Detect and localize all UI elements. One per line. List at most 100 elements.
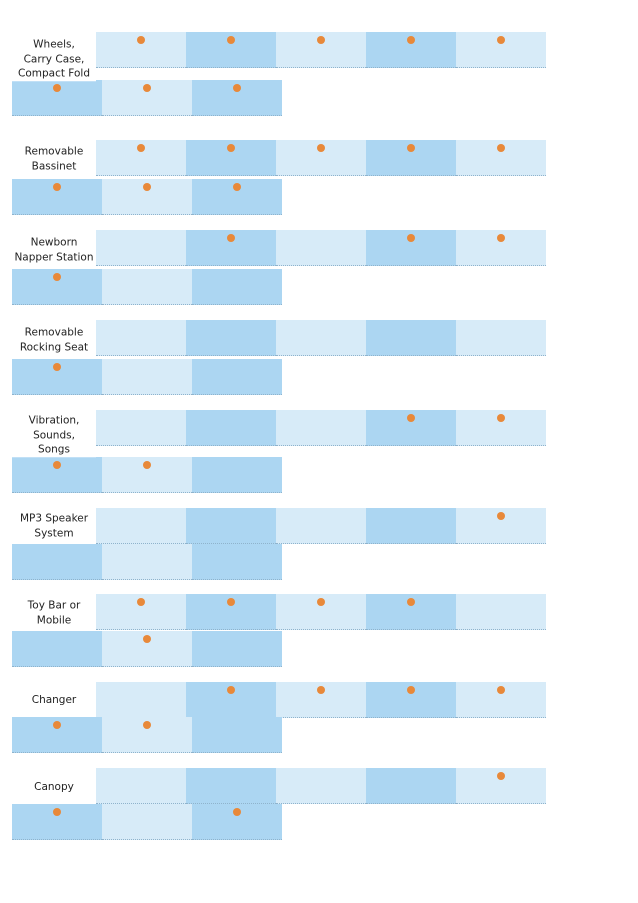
- grid-cell: [186, 508, 276, 544]
- feature-included-marker: [227, 144, 235, 152]
- grid-cell: [366, 410, 456, 446]
- feature-band-bottom: [12, 717, 282, 753]
- feature-band-top: [96, 140, 546, 176]
- feature-label: MP3 Speaker System: [12, 511, 96, 541]
- grid-cell: [456, 32, 546, 68]
- grid-cell: [192, 717, 282, 753]
- feature-label: Removable Rocking Seat: [12, 325, 96, 355]
- grid-cell: [276, 682, 366, 718]
- grid-cell: [12, 717, 102, 753]
- grid-cell: [96, 508, 186, 544]
- feature-band-bottom: [12, 804, 282, 840]
- feature-included-marker: [407, 414, 415, 422]
- feature-included-marker: [407, 686, 415, 694]
- grid-cell: [102, 804, 192, 840]
- feature-included-marker: [143, 721, 151, 729]
- grid-cell: [96, 682, 186, 718]
- feature-band-bottom: [12, 179, 282, 215]
- grid-cell: [456, 230, 546, 266]
- grid-cell: [12, 457, 102, 493]
- grid-cell: [186, 682, 276, 718]
- feature-included-marker: [53, 273, 61, 281]
- feature-included-marker: [497, 234, 505, 242]
- feature-band-top: [96, 32, 546, 68]
- grid-cell: [102, 80, 192, 116]
- feature-included-marker: [407, 598, 415, 606]
- feature-band-top: [96, 508, 546, 544]
- feature-included-marker: [53, 808, 61, 816]
- grid-cell: [96, 230, 186, 266]
- grid-cell: [192, 631, 282, 667]
- feature-band-top: [96, 320, 546, 356]
- grid-cell: [366, 230, 456, 266]
- grid-cell: [96, 320, 186, 356]
- grid-cell: [96, 140, 186, 176]
- grid-cell: [366, 508, 456, 544]
- grid-cell: [276, 410, 366, 446]
- feature-included-marker: [407, 234, 415, 242]
- feature-included-marker: [53, 363, 61, 371]
- feature-included-marker: [497, 144, 505, 152]
- grid-cell: [456, 410, 546, 446]
- feature-band-bottom: [12, 457, 282, 493]
- feature-included-marker: [497, 512, 505, 520]
- feature-included-marker: [497, 414, 505, 422]
- feature-included-marker: [53, 461, 61, 469]
- feature-band-top: [96, 230, 546, 266]
- grid-cell: [456, 508, 546, 544]
- grid-cell: [12, 804, 102, 840]
- grid-cell: [456, 140, 546, 176]
- grid-cell: [186, 768, 276, 804]
- feature-label: Removable Bassinet: [12, 144, 96, 174]
- feature-included-marker: [407, 144, 415, 152]
- grid-cell: [276, 230, 366, 266]
- grid-cell: [366, 768, 456, 804]
- feature-band-top: [96, 768, 546, 804]
- grid-cell: [192, 457, 282, 493]
- feature-included-marker: [497, 686, 505, 694]
- grid-cell: [366, 682, 456, 718]
- grid-cell: [12, 359, 102, 395]
- grid-cell: [186, 320, 276, 356]
- feature-included-marker: [497, 36, 505, 44]
- grid-cell: [456, 768, 546, 804]
- feature-band-bottom: [12, 269, 282, 305]
- grid-cell: [366, 320, 456, 356]
- grid-cell: [276, 508, 366, 544]
- grid-cell: [276, 32, 366, 68]
- feature-included-marker: [53, 84, 61, 92]
- grid-cell: [186, 230, 276, 266]
- grid-cell: [102, 457, 192, 493]
- grid-cell: [276, 140, 366, 176]
- grid-cell: [366, 594, 456, 630]
- grid-cell: [192, 179, 282, 215]
- feature-label: Canopy: [12, 779, 96, 795]
- feature-included-marker: [233, 84, 241, 92]
- grid-cell: [192, 544, 282, 580]
- grid-cell: [102, 544, 192, 580]
- feature-label: Toy Bar or Mobile: [12, 598, 96, 628]
- feature-label: Vibration, Sounds, Songs: [12, 413, 96, 457]
- feature-included-marker: [317, 598, 325, 606]
- grid-cell: [102, 269, 192, 305]
- grid-cell: [192, 359, 282, 395]
- feature-included-marker: [233, 808, 241, 816]
- feature-included-marker: [317, 144, 325, 152]
- feature-label: Newborn Napper Station: [12, 235, 96, 265]
- grid-cell: [12, 544, 102, 580]
- feature-included-marker: [233, 183, 241, 191]
- feature-included-marker: [53, 183, 61, 191]
- feature-band-bottom: [12, 80, 282, 116]
- grid-cell: [12, 269, 102, 305]
- feature-included-marker: [143, 461, 151, 469]
- grid-cell: [102, 631, 192, 667]
- grid-cell: [192, 80, 282, 116]
- grid-cell: [456, 594, 546, 630]
- grid-cell: [276, 768, 366, 804]
- grid-cell: [276, 594, 366, 630]
- feature-band-bottom: [12, 544, 282, 580]
- grid-cell: [102, 179, 192, 215]
- feature-label: Wheels, Carry Case, Compact Fold: [12, 37, 96, 81]
- feature-band-top: [96, 594, 546, 630]
